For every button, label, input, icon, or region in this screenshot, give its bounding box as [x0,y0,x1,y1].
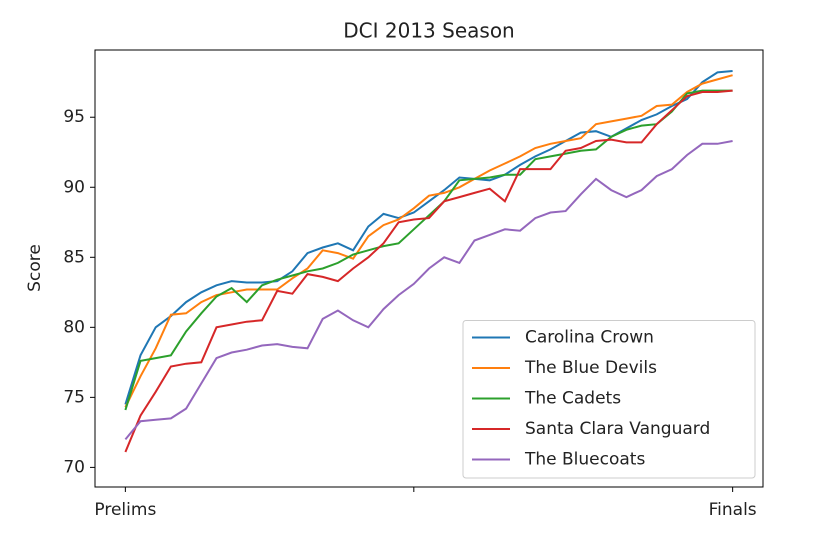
y-axis-label: Score [25,244,45,292]
legend-box [462,320,756,479]
x-tick-label: Finals [709,500,757,520]
y-tick-label: 75 [63,387,85,407]
legend-label: Carolina Crown [525,328,654,348]
legend-label: Santa Clara Vanguard [525,419,710,439]
y-tick-label: 70 [63,457,85,477]
series-line [124,89,733,411]
series-line [124,89,733,453]
series-line [124,70,733,405]
legend-label: The Blue Devils [524,358,657,378]
y-tick-label: 85 [63,247,85,267]
y-tick-label: 80 [63,317,85,337]
chart-title: DCI 2013 Season [343,19,514,43]
series-line [124,74,733,408]
legend-label: The Bluecoats [524,450,645,470]
y-tick-label: 95 [63,107,85,127]
plot-frame [94,49,764,488]
x-tick-label: Prelims [94,500,156,520]
y-tick-label: 90 [63,177,85,197]
series-line [124,140,733,441]
legend-label: The Cadets [524,389,621,409]
